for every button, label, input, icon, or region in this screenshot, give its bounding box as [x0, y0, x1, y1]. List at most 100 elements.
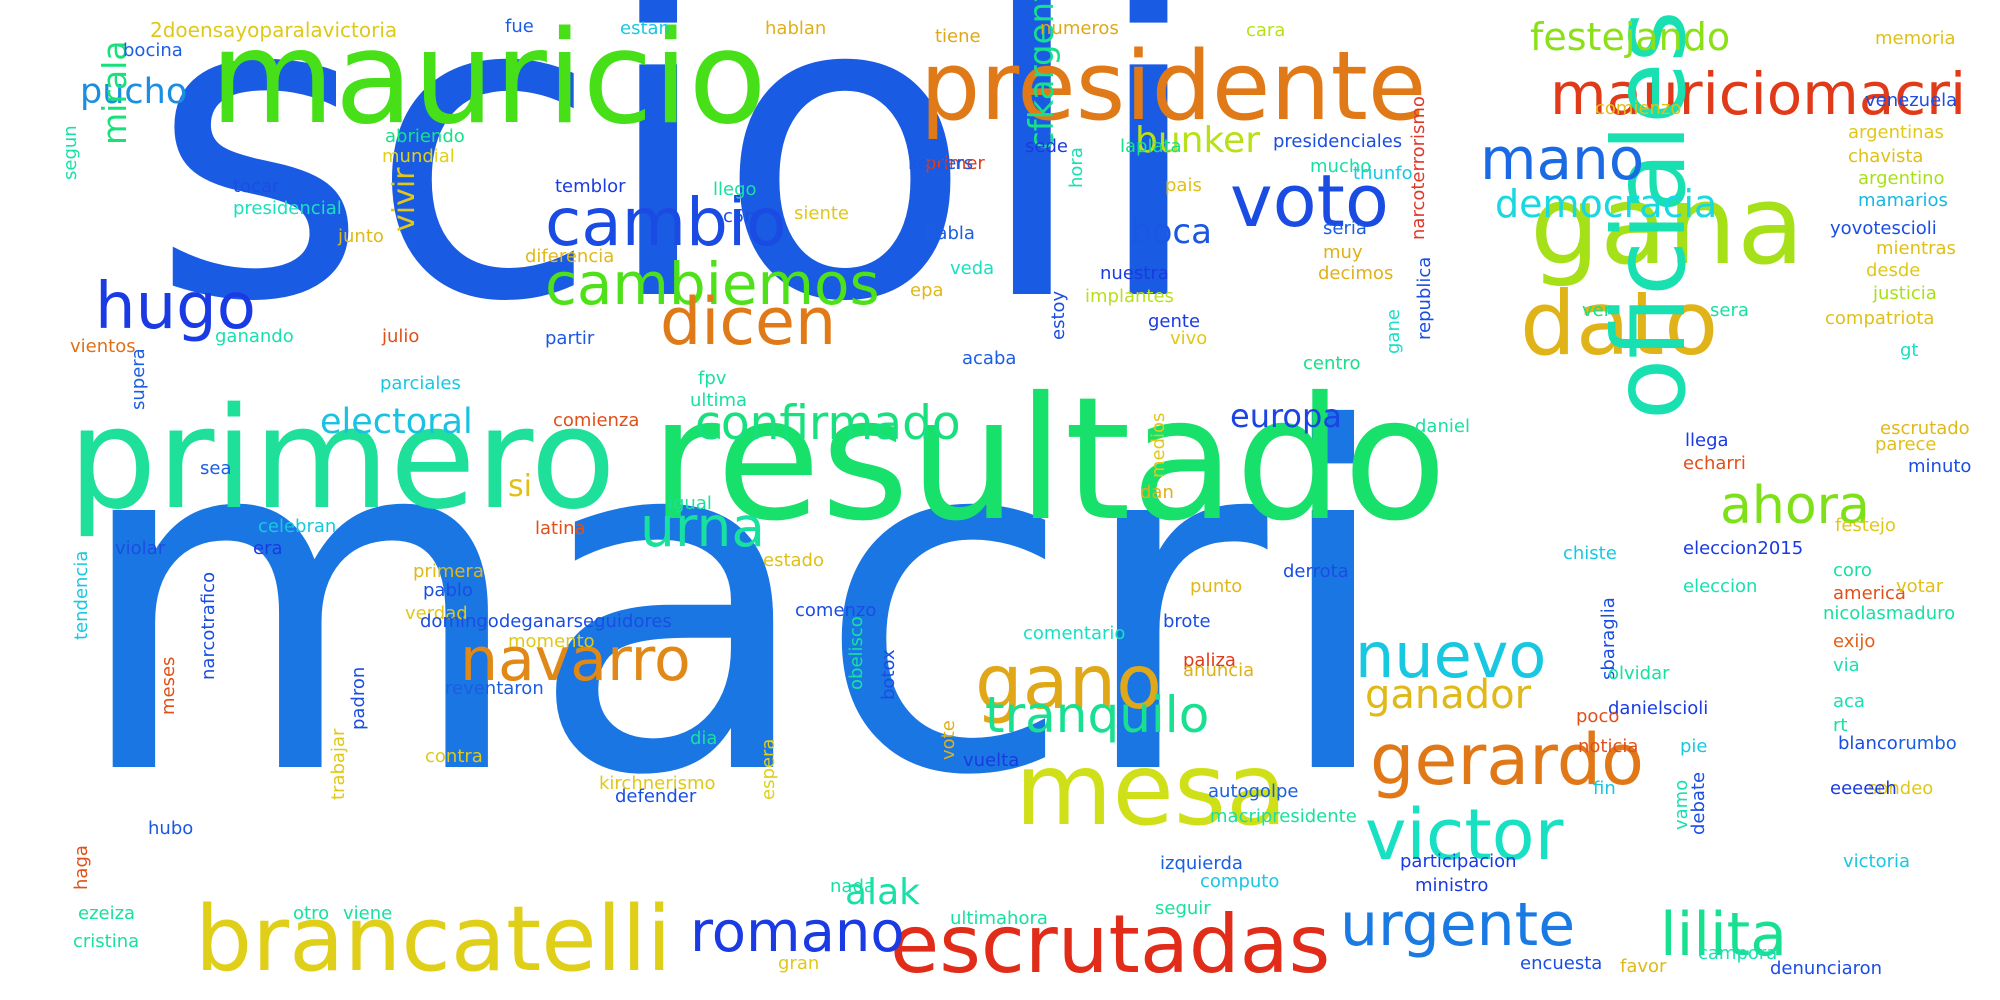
- cloud-word: rumbo: [1898, 733, 1957, 754]
- cloud-word: votar: [1896, 576, 1944, 597]
- cloud-word: via: [1833, 655, 1860, 676]
- cloud-word: dato: [1520, 272, 1719, 375]
- cloud-word: brote: [1163, 611, 1211, 632]
- cloud-word: gana: [1530, 161, 1805, 289]
- cloud-word: supera: [128, 348, 149, 410]
- cloud-word: electoral: [320, 402, 473, 442]
- cloud-word: presidenciales: [1273, 131, 1403, 152]
- cloud-word: violar: [115, 538, 166, 559]
- cloud-word: otro: [293, 903, 330, 924]
- cloud-word: ezeiza: [78, 903, 136, 924]
- cloud-word: urna: [640, 495, 766, 559]
- cloud-word: cara: [1246, 20, 1286, 41]
- cloud-word: trabajar: [328, 728, 349, 800]
- cloud-word: celebran: [258, 516, 337, 537]
- cloud-word: paliza: [1183, 650, 1236, 671]
- cloud-word: cristina: [73, 931, 140, 952]
- cloud-word: llego: [713, 179, 757, 200]
- cloud-word: escrutado: [1880, 418, 1970, 439]
- cloud-word: defender: [615, 786, 697, 807]
- cloud-word: desde: [1866, 260, 1921, 281]
- cloud-word: tranquilo: [985, 686, 1210, 744]
- cloud-word: sede: [1025, 136, 1068, 157]
- cloud-word: lilita: [1660, 900, 1787, 970]
- cloud-word: derrota: [1283, 561, 1349, 582]
- cloud-word: mauricio: [210, 4, 767, 153]
- cloud-word: izquierda: [1160, 853, 1243, 874]
- cloud-word: cambio: [545, 184, 787, 261]
- cloud-word: scioli: [150, 0, 1207, 394]
- cloud-word: encuesta: [1520, 953, 1603, 974]
- cloud-word: pucho: [80, 72, 188, 112]
- cloud-word: espera: [758, 738, 779, 800]
- cloud-word: favor: [1620, 956, 1667, 977]
- cloud-word: america: [1833, 583, 1906, 604]
- cloud-word: gano: [975, 638, 1162, 726]
- cloud-word: ver: [1582, 300, 1612, 321]
- cloud-word: romano: [690, 900, 905, 965]
- cloud-word: gerardo: [1370, 719, 1644, 801]
- cloud-word: festejando: [1530, 15, 1731, 59]
- cloud-word: europa: [1230, 397, 1342, 435]
- cloud-word: gane: [1383, 309, 1404, 354]
- cloud-word: victor: [1365, 794, 1564, 876]
- cloud-word: parciales: [380, 373, 461, 394]
- cloud-word: estan: [620, 18, 670, 39]
- cloud-word: victoria: [1843, 851, 1911, 872]
- cloud-word: chavista: [1848, 146, 1924, 167]
- cloud-word: coro: [1833, 560, 1872, 581]
- cloud-word: muy: [1323, 242, 1363, 263]
- cloud-word: aca: [1833, 691, 1865, 712]
- cloud-word: olvidar: [1608, 663, 1670, 684]
- cloud-word: pais: [1165, 175, 1202, 196]
- cloud-word: autogolpe: [1208, 781, 1299, 802]
- cloud-word: comenzo: [795, 600, 877, 621]
- cloud-word: gt: [1900, 340, 1919, 361]
- cloud-word: ganando: [215, 326, 294, 347]
- cloud-word: mano: [1480, 125, 1645, 193]
- cloud-word: cambiemos: [545, 250, 880, 318]
- cloud-word: primera: [413, 561, 484, 582]
- cloud-word: kirchnerismo: [599, 773, 716, 794]
- cloud-word: ganador: [1365, 672, 1532, 718]
- cloud-word: gran: [778, 953, 820, 974]
- cloud-word: triunfo: [1353, 163, 1413, 184]
- cloud-word: rt: [1833, 715, 1848, 736]
- cloud-word: dicen: [660, 285, 837, 360]
- cloud-word: justicia: [1873, 283, 1937, 304]
- cloud-word: venezuela: [1865, 90, 1958, 111]
- cloud-word: mamarios: [1858, 190, 1948, 211]
- cloud-word: memoria: [1875, 28, 1956, 49]
- cloud-word: numeros: [1040, 18, 1119, 39]
- cloud-word: vamo: [1671, 779, 1692, 830]
- cloud-word: nuestra: [1100, 263, 1169, 284]
- cloud-word: tocar: [233, 176, 280, 197]
- cloud-word: parece: [1875, 434, 1937, 455]
- cloud-word: si: [508, 469, 532, 504]
- cloud-word: alak: [845, 872, 920, 913]
- cloud-word: sera: [1710, 300, 1749, 321]
- cloud-word: gente: [1148, 311, 1201, 332]
- cloud-word: punto: [1190, 576, 1243, 597]
- cloud-word: yovotescioli: [1830, 218, 1937, 239]
- cloud-word: urgente: [1340, 890, 1576, 960]
- cloud-word: estoy: [1048, 290, 1069, 340]
- cloud-word: mucho: [1310, 156, 1372, 177]
- cloud-word: siente: [794, 203, 849, 224]
- cloud-word: denunciaron: [1770, 958, 1883, 979]
- cloud-word: hugo: [95, 270, 256, 344]
- cloud-word: participacion: [1400, 851, 1517, 872]
- cloud-word: momento: [508, 631, 595, 652]
- cloud-word: danielscioli: [1608, 698, 1709, 719]
- cloud-word: dia: [690, 728, 718, 749]
- cloud-word: hubo: [148, 818, 194, 839]
- cloud-word: contra: [425, 746, 483, 767]
- cloud-word: exijo: [1833, 631, 1876, 652]
- cloud-word: ultimahora: [950, 908, 1048, 929]
- cloud-word: haga: [71, 845, 92, 890]
- cloud-word: reventaron: [445, 678, 544, 699]
- cloud-word: seguir: [1155, 898, 1211, 919]
- cloud-word: vivir: [387, 167, 422, 232]
- cloud-word: eleccion2015: [1683, 538, 1804, 559]
- cloud-word: resultado: [650, 361, 1448, 559]
